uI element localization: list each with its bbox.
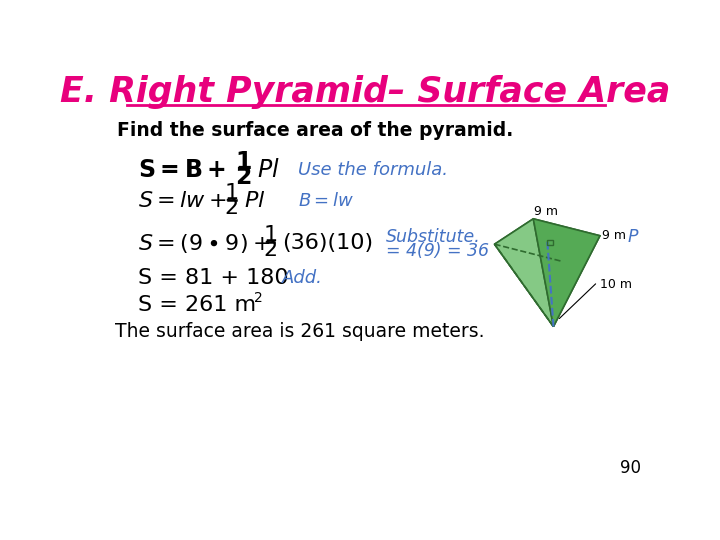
Text: The surface area is 261 square meters.: The surface area is 261 square meters. <box>114 322 485 341</box>
Polygon shape <box>554 236 600 327</box>
Text: S = 81 + 180: S = 81 + 180 <box>138 268 289 288</box>
Text: 2: 2 <box>235 165 251 189</box>
Text: E. Right Pyramid– Surface Area: E. Right Pyramid– Surface Area <box>60 75 670 109</box>
Text: 2: 2 <box>264 240 278 260</box>
Text: 2: 2 <box>254 291 263 305</box>
Text: $Pl$: $Pl$ <box>244 191 266 211</box>
Text: (36)(10): (36)(10) <box>282 233 374 253</box>
Text: $S = lw +$: $S = lw +$ <box>138 191 227 211</box>
Text: 1: 1 <box>235 150 251 174</box>
Polygon shape <box>495 244 561 327</box>
Polygon shape <box>495 219 600 261</box>
Text: Substitute.: Substitute. <box>386 227 481 246</box>
Polygon shape <box>495 219 554 327</box>
Text: 9 m: 9 m <box>534 205 558 218</box>
Text: 90: 90 <box>621 460 642 477</box>
Text: 2: 2 <box>225 198 239 218</box>
Text: 9 m: 9 m <box>601 230 626 242</box>
Text: Use the formula.: Use the formula. <box>297 161 448 179</box>
Text: $\mathbf{S = B +}$: $\mathbf{S = B +}$ <box>138 158 226 183</box>
Text: 10 m: 10 m <box>600 278 632 291</box>
Text: Find the surface area of the pyramid.: Find the surface area of the pyramid. <box>117 121 513 140</box>
Text: $\mathbf{\mathit{Pl}}$: $\mathbf{\mathit{Pl}}$ <box>256 158 279 183</box>
Text: P: P <box>627 227 638 246</box>
Text: Add.: Add. <box>282 269 323 287</box>
Text: = 4(9) = 36: = 4(9) = 36 <box>386 242 489 260</box>
Text: $B = lw$: $B = lw$ <box>297 192 354 210</box>
Text: S = 261 m: S = 261 m <box>138 295 256 315</box>
Text: 1: 1 <box>225 183 239 202</box>
Text: $S = (9 \bullet 9) +$: $S = (9 \bullet 9) +$ <box>138 232 270 255</box>
Polygon shape <box>534 219 600 327</box>
Text: 1: 1 <box>264 225 278 245</box>
